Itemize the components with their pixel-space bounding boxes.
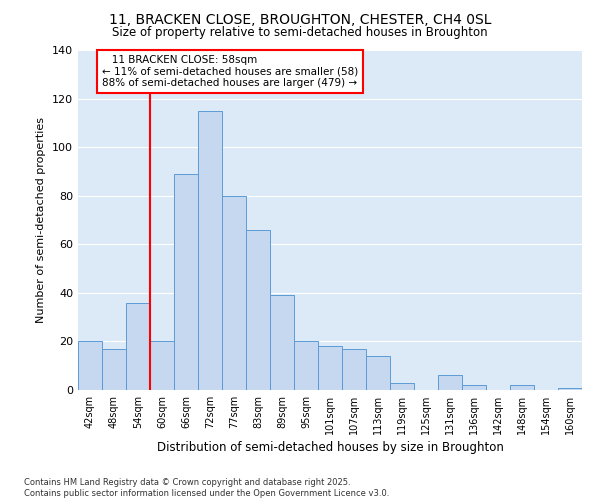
Bar	[558, 388, 582, 390]
Text: Size of property relative to semi-detached houses in Broughton: Size of property relative to semi-detach…	[112, 26, 488, 39]
Bar	[78, 342, 102, 390]
Bar	[318, 346, 342, 390]
Bar	[102, 348, 126, 390]
Bar	[294, 342, 318, 390]
Bar	[126, 302, 150, 390]
Bar	[174, 174, 198, 390]
Bar	[198, 110, 222, 390]
Bar	[390, 382, 414, 390]
Y-axis label: Number of semi-detached properties: Number of semi-detached properties	[37, 117, 46, 323]
Bar	[150, 342, 174, 390]
Bar	[342, 348, 366, 390]
Bar	[246, 230, 270, 390]
Text: 11, BRACKEN CLOSE, BROUGHTON, CHESTER, CH4 0SL: 11, BRACKEN CLOSE, BROUGHTON, CHESTER, C…	[109, 12, 491, 26]
Bar	[222, 196, 246, 390]
Bar	[510, 385, 534, 390]
Text: Contains HM Land Registry data © Crown copyright and database right 2025.
Contai: Contains HM Land Registry data © Crown c…	[24, 478, 389, 498]
Bar	[438, 376, 462, 390]
Bar	[270, 296, 294, 390]
Bar	[462, 385, 486, 390]
Text: 11 BRACKEN CLOSE: 58sqm
← 11% of semi-detached houses are smaller (58)
88% of se: 11 BRACKEN CLOSE: 58sqm ← 11% of semi-de…	[102, 55, 358, 88]
Bar	[366, 356, 390, 390]
X-axis label: Distribution of semi-detached houses by size in Broughton: Distribution of semi-detached houses by …	[157, 441, 503, 454]
